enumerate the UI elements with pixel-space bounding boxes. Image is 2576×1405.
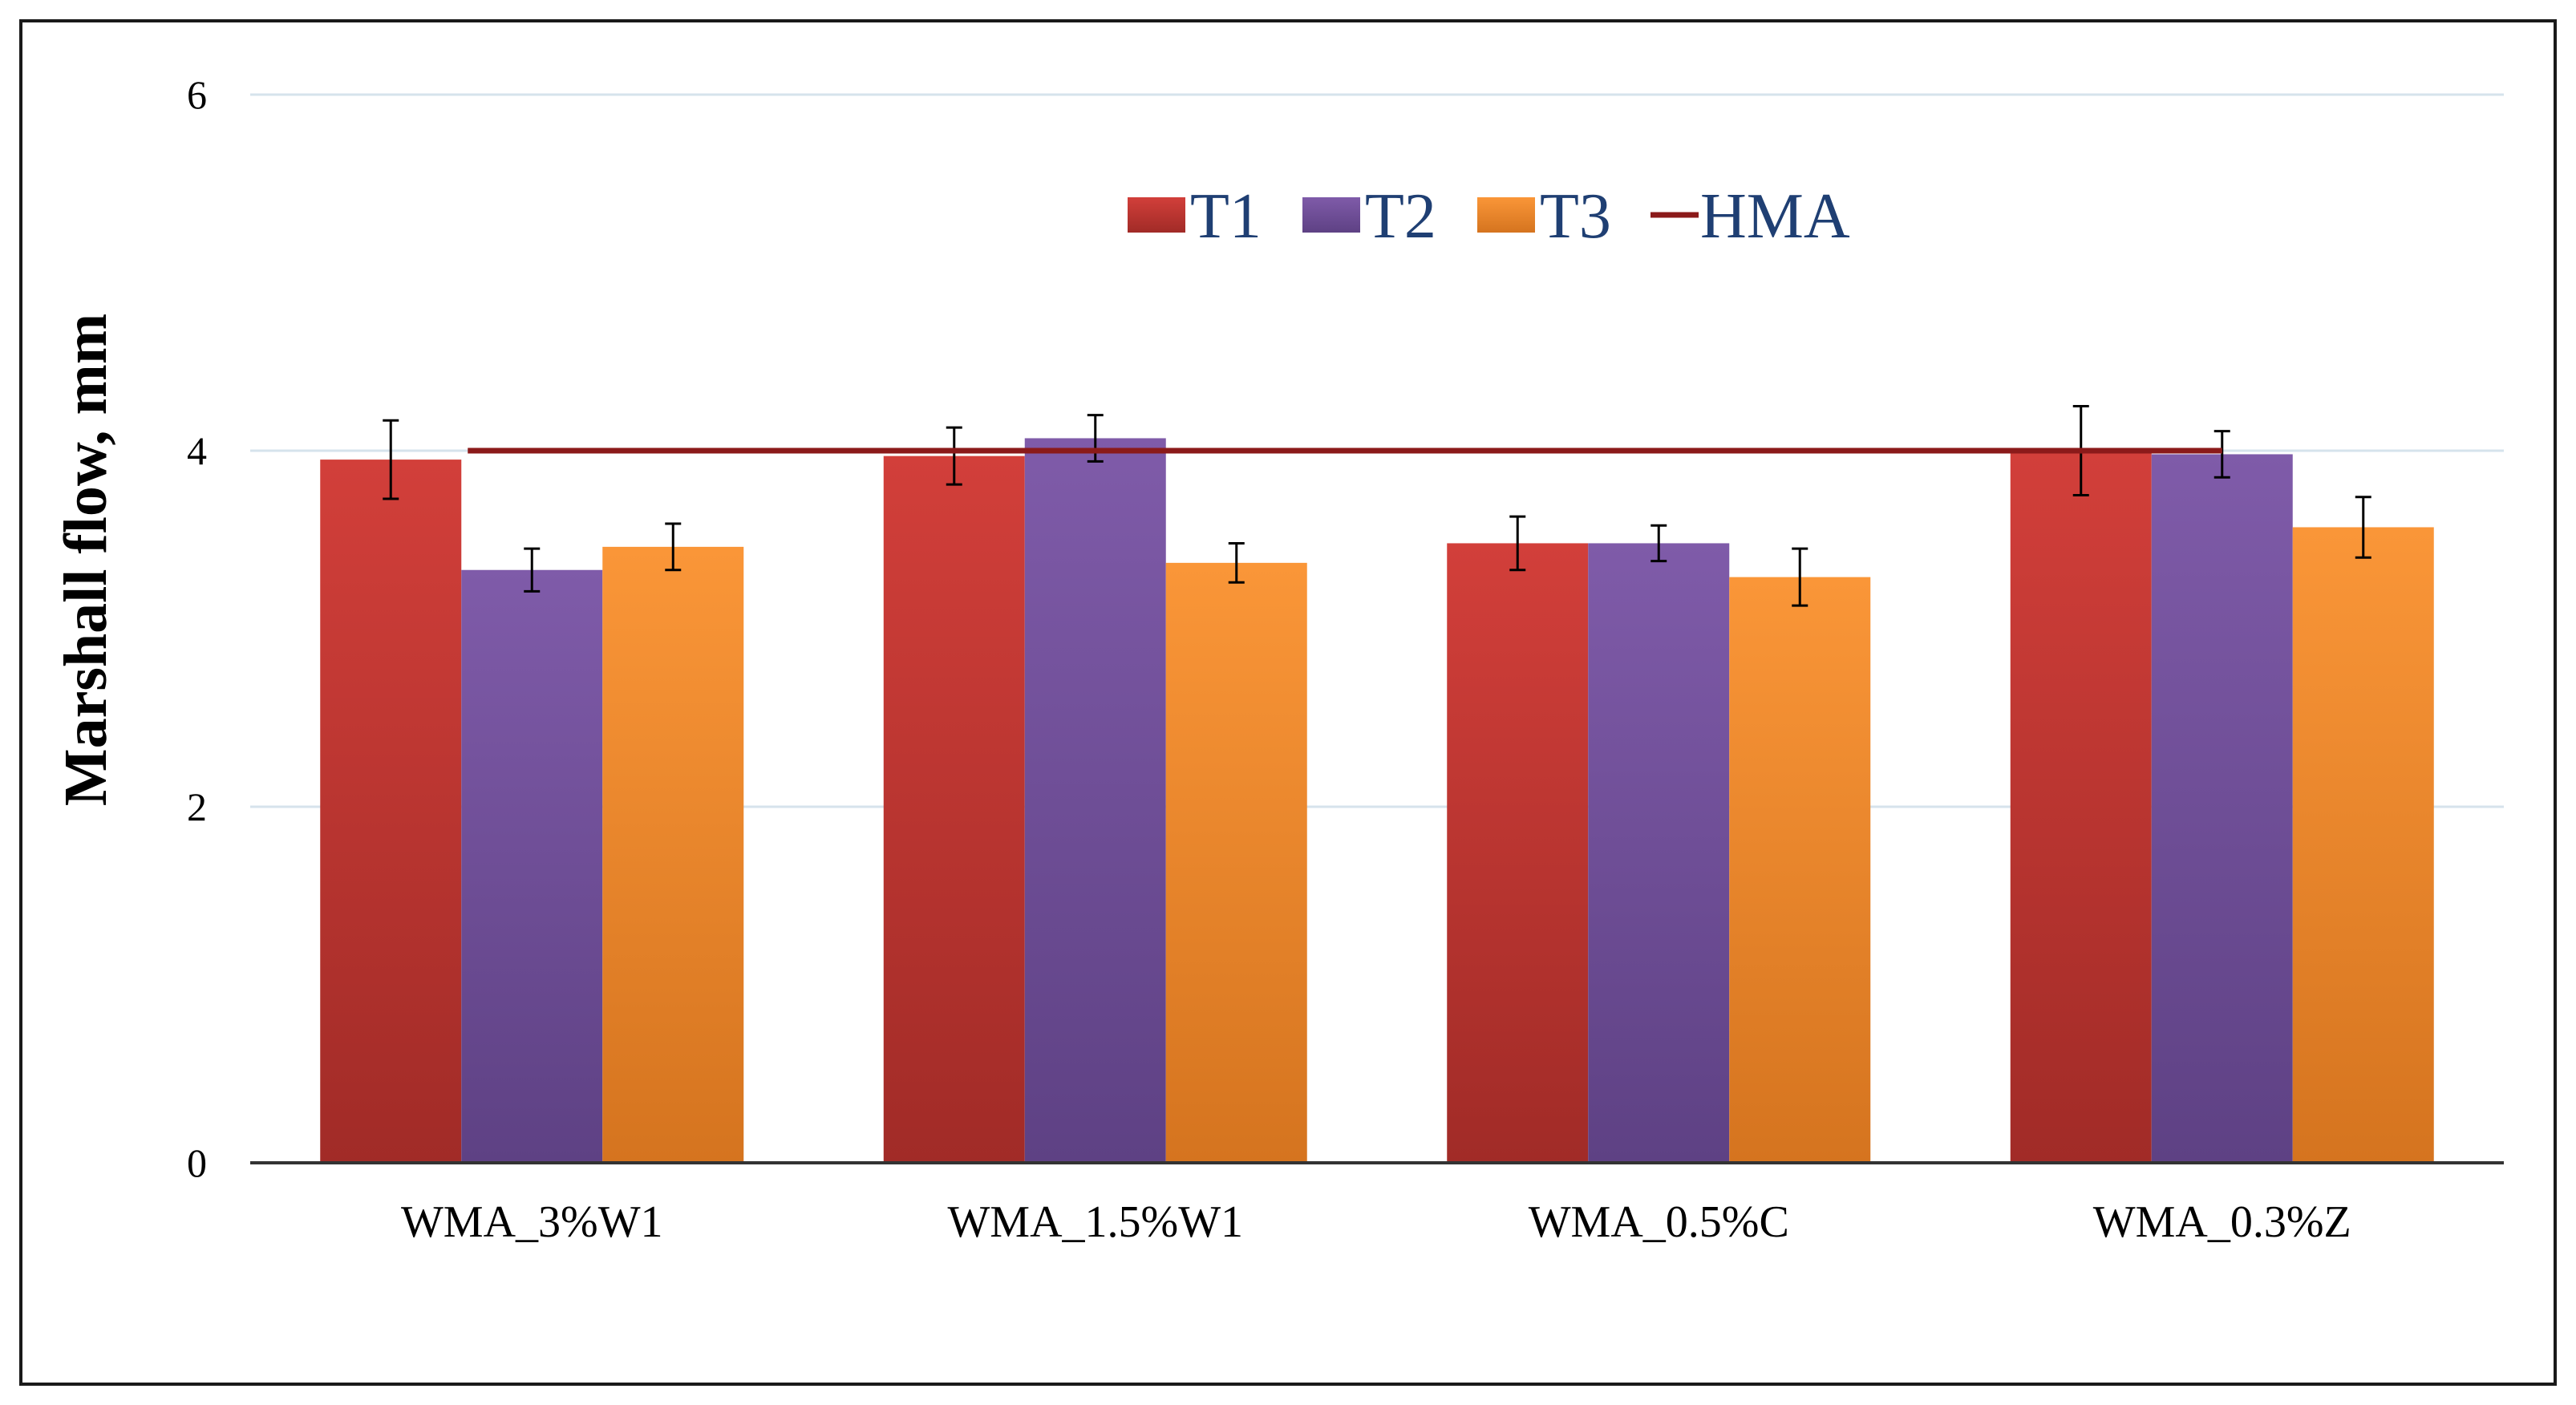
error-bar-t1-2 [946,426,962,486]
error-bar-t1-3 [1509,515,1526,572]
x-category-label: WMA_3%W1 [401,1197,663,1247]
error-bar-t2-1 [524,547,541,593]
bar-t3-3 [1729,577,1871,1163]
error-bars [383,405,2371,607]
x-axis-category-labels: WMA_3%W1 WMA_1.5%W1 WMA_0.5%C WMA_0.3%Z [401,1197,2351,1247]
error-bar-t2-2 [1087,414,1104,463]
y-tick-label: 2 [187,784,207,829]
legend-label-t3: T3 [1540,181,1611,252]
bars [320,438,2434,1163]
bar-t1-3 [1447,543,1589,1163]
y-axis-ticks: 0 2 4 6 [187,72,207,1185]
bar-t3-4 [2292,527,2434,1163]
bar-t2-4 [2151,454,2293,1163]
legend-swatch-t2 [1302,197,1360,233]
x-category-label: WMA_0.3%Z [2093,1197,2351,1247]
bar-t2-1 [461,569,603,1163]
bar-t1-2 [883,456,1025,1163]
bar-t3-1 [602,546,744,1163]
bar-t3-2 [1165,562,1307,1163]
legend-label-hma: HMA [1700,181,1850,252]
y-tick-label: 0 [187,1140,207,1185]
bar-t2-3 [1588,543,1730,1163]
y-axis-title: Marshall flow, mm [52,314,119,806]
error-bar-t3-1 [665,522,682,572]
legend-label-t2: T2 [1365,181,1436,252]
y-tick-label: 6 [187,72,207,117]
error-bar-t1-1 [383,419,399,500]
bar-t1-4 [2010,451,2152,1163]
error-bar-t3-2 [1228,541,1245,584]
bar-t2-2 [1024,438,1166,1163]
legend-swatch-t3 [1477,197,1535,233]
legend-label-t1: T1 [1190,181,1262,252]
x-category-label: WMA_0.5%C [1529,1197,1789,1247]
legend: T1 T2 T3 HMA [1128,181,1850,252]
error-bar-t2-3 [1651,524,1667,563]
error-bar-t3-4 [2355,496,2371,559]
x-category-label: WMA_1.5%W1 [947,1197,1243,1247]
bar-t1-1 [320,460,462,1163]
error-bar-t3-3 [1792,547,1808,607]
y-tick-label: 4 [187,428,207,473]
legend-swatch-t1 [1128,197,1185,233]
error-bar-t2-4 [2213,430,2230,479]
